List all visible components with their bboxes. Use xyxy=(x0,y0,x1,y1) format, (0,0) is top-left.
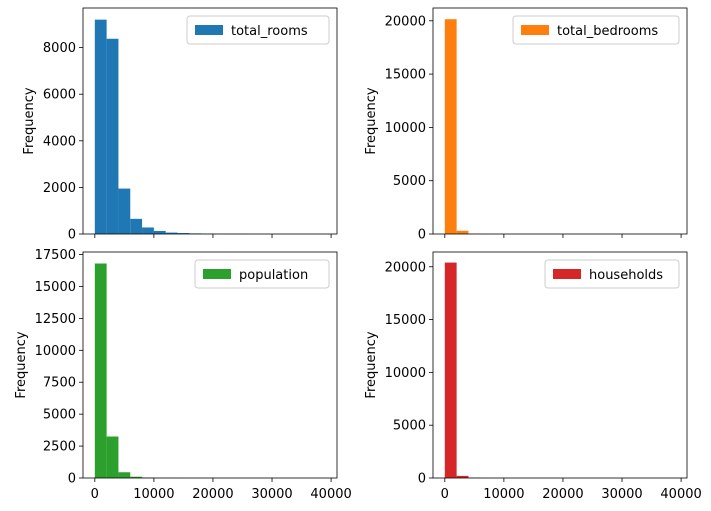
x-tick-label: 0 xyxy=(91,487,99,502)
x-tick-label: 10000 xyxy=(133,487,174,502)
legend-swatch xyxy=(195,25,223,35)
axes-frame xyxy=(82,251,338,479)
legend: households xyxy=(544,259,680,289)
subplot-total_rooms: 0 2000 4000 6000 8000 Frequency total_rooms xyxy=(22,7,338,243)
legend-box xyxy=(186,15,330,45)
y-tick-label: 2500 xyxy=(43,440,76,455)
subplot-households: 0 5000 10000 15000 20000 0 10000 20000 30000 4000… xyxy=(364,251,702,502)
x-tick-label: 20000 xyxy=(192,487,233,502)
x-tick-label: 40000 xyxy=(310,487,351,502)
y-axis-label: Frequency xyxy=(14,331,29,398)
legend: total_rooms xyxy=(186,15,330,45)
axes-frame xyxy=(82,7,338,235)
y-tick-label: 4000 xyxy=(43,134,76,149)
axes-frame xyxy=(432,251,688,479)
y-tick-label: 10000 xyxy=(385,366,426,381)
x-tick-label: 20000 xyxy=(542,487,583,502)
histogram-bar xyxy=(456,230,469,234)
legend-label: population xyxy=(239,268,308,283)
legend-swatch xyxy=(203,269,231,279)
histogram-bar xyxy=(142,227,154,234)
histogram-bar xyxy=(130,218,143,234)
y-tick-label: 0 xyxy=(68,228,76,243)
histogram-bar xyxy=(106,38,119,234)
subplot-population: 0 2500 5000 7500 10000 12500 15000 17500 0 10000 2… xyxy=(14,248,352,502)
histogram-bar xyxy=(444,262,457,478)
histogram-bar xyxy=(130,476,143,478)
y-axis-label: Frequency xyxy=(22,87,37,154)
y-axis-label: Frequency xyxy=(364,87,379,154)
histogram-bar xyxy=(165,232,178,234)
legend-box xyxy=(512,15,680,45)
y-tick-label: 8000 xyxy=(43,41,76,56)
histogram-bar xyxy=(118,472,131,478)
y-tick-label: 0 xyxy=(68,472,76,487)
histogram-bar xyxy=(118,188,131,234)
histogram-bar xyxy=(94,263,107,478)
histogram-bar xyxy=(94,19,107,234)
x-tick-label: 30000 xyxy=(251,487,292,502)
y-tick-label: 10000 xyxy=(35,344,76,359)
y-tick-label: 5000 xyxy=(43,408,76,423)
y-tick-label: 5000 xyxy=(393,174,426,189)
histogram-bar xyxy=(153,230,166,234)
legend-box xyxy=(544,259,680,289)
histogram-bar xyxy=(177,233,190,234)
legend: total_bedrooms xyxy=(512,15,680,45)
subplot-total_bedrooms: 0 5000 10000 15000 20000 Frequency total_bedro… xyxy=(364,7,688,243)
legend-label: total_rooms xyxy=(231,24,308,39)
y-tick-label: 0 xyxy=(418,228,426,243)
y-tick-label: 15000 xyxy=(385,313,426,328)
x-tick-label: 10000 xyxy=(483,487,524,502)
y-tick-label: 17500 xyxy=(35,248,76,263)
y-tick-label: 20000 xyxy=(385,14,426,29)
x-tick-label: 0 xyxy=(441,487,449,502)
legend: population xyxy=(194,259,330,289)
y-axis-label: Frequency xyxy=(364,331,379,398)
legend-label: households xyxy=(589,268,663,283)
y-tick-label: 5000 xyxy=(393,419,426,434)
legend-label: total_bedrooms xyxy=(557,24,658,39)
y-tick-label: 12500 xyxy=(35,312,76,327)
legend-swatch xyxy=(521,25,549,35)
legend-box xyxy=(194,259,330,289)
legend-swatch xyxy=(553,269,581,279)
y-tick-label: 10000 xyxy=(385,121,426,136)
histogram-bar xyxy=(106,436,119,478)
y-tick-label: 0 xyxy=(418,472,426,487)
y-tick-label: 2000 xyxy=(43,181,76,196)
y-tick-label: 7500 xyxy=(43,376,76,391)
x-tick-label: 40000 xyxy=(660,487,701,502)
histogram-bar xyxy=(456,475,469,478)
x-tick-label: 30000 xyxy=(601,487,642,502)
axes-frame xyxy=(432,7,688,235)
histogram-bar xyxy=(444,19,457,235)
y-tick-label: 20000 xyxy=(385,260,426,275)
y-tick-label: 15000 xyxy=(385,68,426,83)
y-tick-label: 15000 xyxy=(35,280,76,295)
y-tick-label: 6000 xyxy=(43,88,76,103)
